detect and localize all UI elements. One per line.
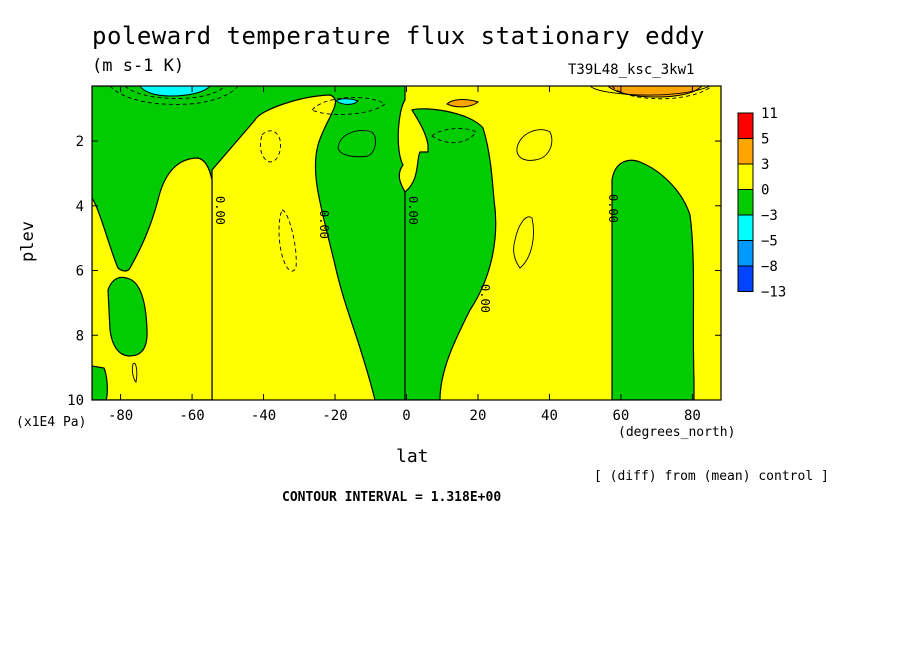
y-tick-label: 2 — [76, 134, 84, 150]
contour-dashed-sp-2 — [124, 86, 226, 99]
field-negative-north — [611, 159, 695, 400]
colorbar: 11 5 3 0 −3 −5 −8 −13 — [737, 106, 786, 301]
colorbar-swatch — [737, 163, 754, 190]
x-axis: -80 -60 -40 -20 0 20 40 60 80 — [108, 86, 701, 424]
contour-dashed-mid-1 — [311, 97, 386, 115]
colorbar-label: −13 — [761, 285, 786, 301]
colorbar-label: 11 — [761, 106, 778, 122]
contour-dashed-np-1 — [611, 86, 713, 100]
contour-solid-1 — [337, 130, 376, 158]
x-tick-label: 40 — [541, 408, 558, 424]
y-tick-label: 10 — [67, 393, 84, 409]
x-tick-label: 60 — [613, 408, 630, 424]
contour-dashed-sp-1 — [109, 86, 239, 105]
x-tick-label: 80 — [684, 408, 701, 424]
contour-solid-4 — [131, 362, 138, 383]
contour-solid-5 — [589, 86, 711, 96]
x-tick-label: -60 — [179, 408, 204, 424]
comparison-note: [ (diff) from (mean) control ] — [594, 469, 829, 484]
y-tick-label: 8 — [76, 328, 84, 344]
contour-solid-2 — [516, 129, 553, 161]
x-tick-label: -20 — [322, 408, 347, 424]
y-tick-label: 4 — [76, 199, 84, 215]
contour-label: 0.00 — [406, 196, 420, 225]
contour-dashed-mid-2 — [259, 130, 281, 163]
contour-solid-3 — [513, 216, 534, 269]
colorbar-swatch — [737, 240, 754, 267]
colorbar-label: 3 — [761, 157, 769, 173]
field-strong-negative-mid — [335, 98, 359, 105]
field-strong-positive-eq — [446, 99, 480, 108]
colorbar-swatch — [737, 265, 754, 292]
y-axis: 2 4 6 8 10 — [67, 134, 721, 409]
run-label: T39L48_ksc_3kw1 — [568, 62, 695, 78]
x-axis-label: lat — [396, 446, 429, 467]
colorbar-label: 5 — [761, 132, 769, 148]
x-tick-label: -80 — [108, 408, 133, 424]
x-tick-label: 0 — [402, 408, 410, 424]
x-axis-units: (degrees_north) — [618, 425, 736, 440]
y-axis-units: (x1E4 Pa) — [16, 415, 87, 430]
field-negative-sp-lobe — [107, 276, 148, 357]
chart-title: poleward temperature flux stationary edd… — [92, 22, 705, 50]
units-label: (m s-1 K) — [92, 56, 185, 76]
colorbar-label: −3 — [761, 208, 778, 224]
field-negative-sp-edge — [92, 365, 108, 400]
x-tick-label: -40 — [251, 408, 276, 424]
colorbar-swatch — [737, 214, 754, 241]
colorbar-swatch — [737, 138, 754, 165]
contour-label: 0.00 — [606, 194, 620, 223]
y-tick-label: 6 — [76, 264, 84, 280]
colorbar-label: −8 — [761, 259, 778, 275]
field-negative-eq — [404, 108, 497, 400]
colorbar-swatch — [737, 189, 754, 216]
contour-dashed-eq-1 — [431, 128, 477, 144]
contour-label: 0.00 — [317, 210, 331, 239]
contour-label: 0.00 — [213, 196, 227, 225]
colorbar-label: −5 — [761, 234, 778, 250]
contour-label: 0.00 — [478, 284, 492, 313]
colorbar-swatch — [737, 112, 754, 139]
colorbar-label: 0 — [761, 183, 769, 199]
x-tick-label: 20 — [470, 408, 487, 424]
contour-interval: CONTOUR INTERVAL = 1.318E+00 — [282, 490, 502, 505]
